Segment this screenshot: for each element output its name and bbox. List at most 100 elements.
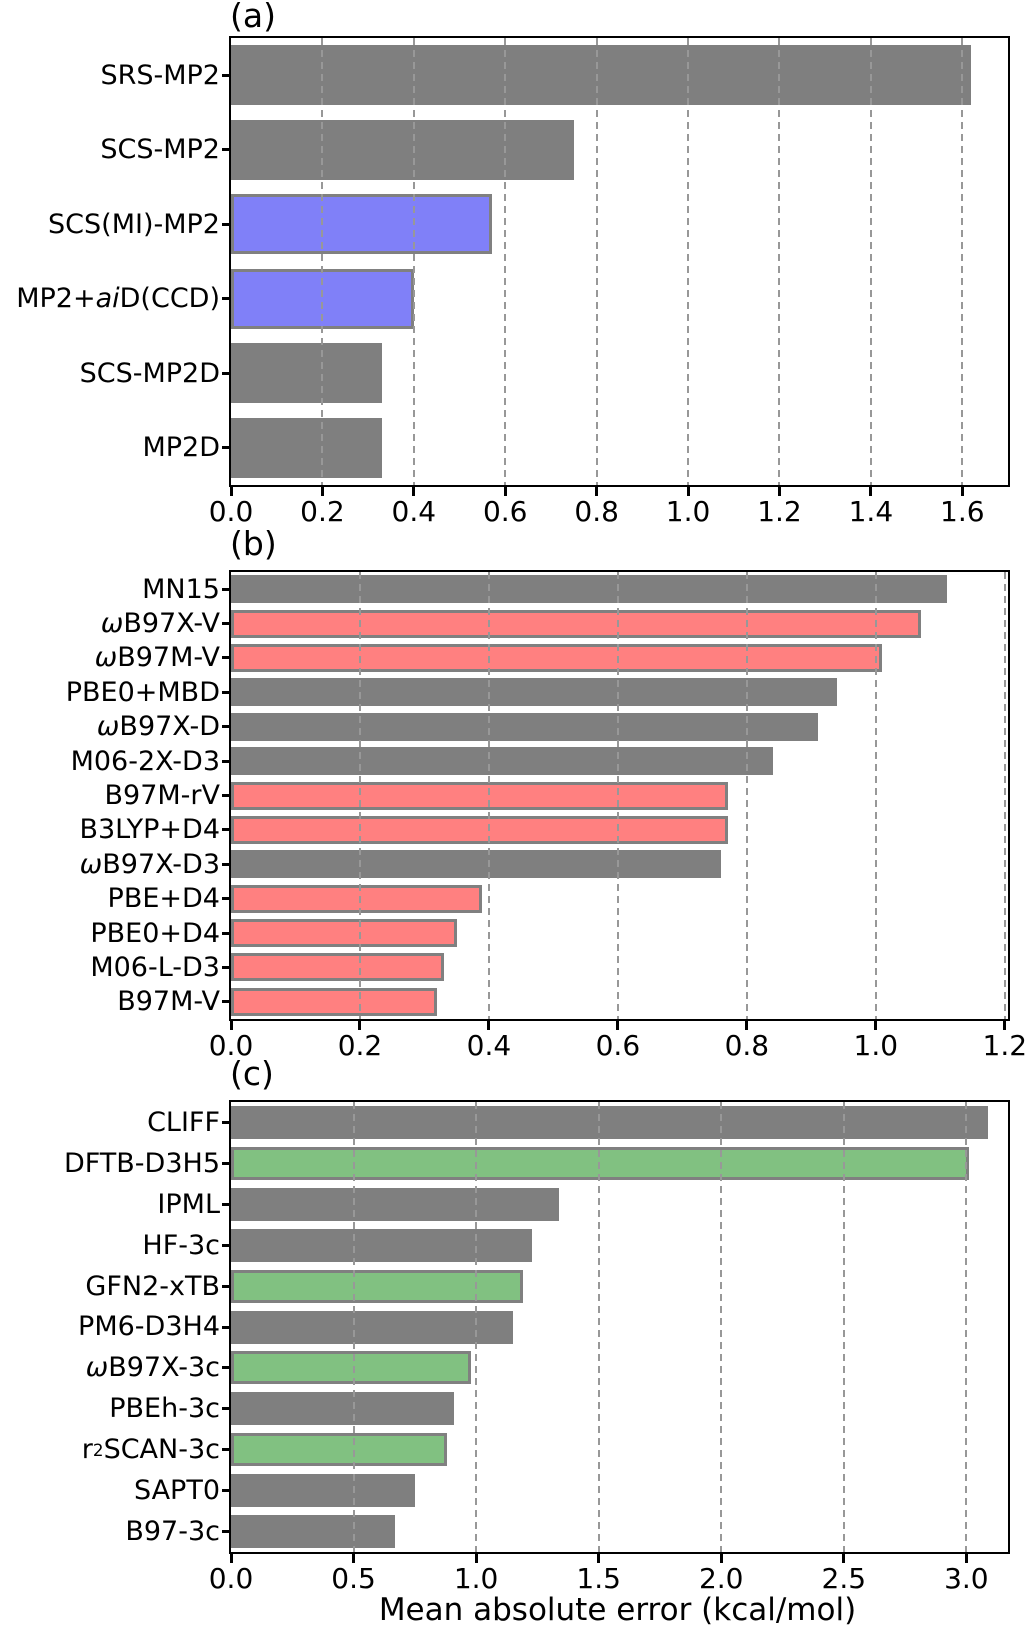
y-tick — [222, 1530, 231, 1533]
x-tick — [960, 485, 964, 496]
y-tick — [222, 1448, 231, 1451]
x-tick-label: 3.0 — [944, 1562, 989, 1595]
y-tick — [222, 1203, 231, 1206]
bar — [231, 988, 438, 1016]
x-axis-title: Mean absolute error (kcal/mol) — [378, 1592, 857, 1628]
bar — [231, 678, 838, 706]
x-tick-label: 0.0 — [208, 495, 254, 528]
x-tick — [616, 1019, 620, 1030]
y-tick — [222, 656, 231, 659]
panel-b-plot: MN15 ω B97X-V ω B97M-V PBE0+MBD ω B97X-D M06-2X-… — [66, 570, 1025, 1061]
bar — [231, 885, 483, 913]
x-tick — [503, 485, 507, 496]
y-axis-label: ω B97X-D — [96, 711, 220, 743]
x-tick-label: 0.8 — [724, 1029, 770, 1062]
y-tick — [222, 932, 231, 935]
y-tick — [222, 1121, 231, 1124]
y-tick — [222, 794, 231, 797]
bar — [231, 953, 444, 981]
bar — [231, 713, 818, 741]
y-axis-label: IPML — [157, 1188, 220, 1220]
x-tick — [719, 1552, 723, 1563]
y-axis-label: PBE0+D4 — [90, 917, 220, 949]
x-tick — [229, 1552, 233, 1563]
bar — [231, 343, 382, 403]
y-tick — [222, 725, 231, 728]
y-axis-label: HF-3c — [142, 1229, 220, 1261]
y-tick — [222, 828, 231, 831]
x-tick — [229, 485, 233, 496]
x-tick-label: 0.4 — [466, 1029, 512, 1062]
y-axis-label: PBEh-3c — [109, 1393, 220, 1425]
x-tick-label: 0.5 — [331, 1562, 376, 1595]
bar — [231, 194, 492, 254]
y-axis-label: B97M-rV — [104, 779, 221, 811]
y-tick — [222, 1285, 231, 1288]
bar — [231, 575, 947, 603]
y-axis-label: r 2 SCAN-3c — [81, 1434, 220, 1466]
x-tick-label: 0.8 — [574, 495, 619, 528]
y-axis-label: MP2+ ai D(CCD) — [16, 283, 220, 315]
y-tick — [222, 148, 231, 151]
bar — [231, 816, 728, 844]
x-tick-label: 1.0 — [853, 1029, 899, 1062]
bar — [231, 1311, 513, 1344]
gridline — [745, 572, 748, 1019]
gridline — [1003, 572, 1006, 1019]
bar — [231, 45, 972, 105]
x-tick-label: 2.5 — [821, 1562, 867, 1595]
x-tick-label: 1.0 — [453, 1562, 499, 1595]
x-tick-label: 0.4 — [391, 495, 437, 528]
x-tick — [1003, 1019, 1007, 1030]
y-tick — [222, 1244, 231, 1247]
x-tick-label: 1.6 — [940, 495, 985, 528]
y-axis-label: B97M-V — [117, 986, 220, 1018]
x-tick — [964, 1552, 968, 1563]
bar — [231, 1188, 560, 1221]
bar — [231, 1433, 447, 1466]
y-tick — [222, 863, 231, 866]
gridline — [961, 38, 964, 485]
x-tick-label: 0.2 — [300, 495, 345, 528]
y-axis-label: MN15 — [142, 573, 220, 605]
y-tick — [222, 1326, 231, 1329]
x-tick — [597, 1552, 601, 1563]
gridline — [874, 572, 877, 1019]
x-tick-label: 1.2 — [757, 495, 802, 528]
y-tick — [222, 1489, 231, 1492]
x-tick — [320, 485, 324, 496]
x-tick — [487, 1019, 491, 1030]
x-tick — [229, 1019, 233, 1030]
x-tick — [352, 1552, 356, 1563]
gridline — [687, 38, 690, 485]
bar — [231, 1474, 415, 1507]
y-tick — [222, 1366, 231, 1369]
y-axis-label: ω B97X-D3 — [79, 848, 220, 880]
y-tick — [222, 588, 231, 591]
panel-a-plot: SRS-MP2 SCS-MP2 SCS(MI)-MP2 MP2+ ai D(CCD) SCS… — [16, 36, 1010, 527]
bar — [231, 747, 773, 775]
bar — [231, 1270, 523, 1303]
bar — [231, 1147, 969, 1180]
panel-c-title: (c) — [230, 1054, 274, 1093]
bar — [231, 1351, 472, 1384]
x-tick — [412, 485, 416, 496]
bar — [231, 120, 574, 180]
x-tick — [686, 485, 690, 496]
y-axis-label: SCS-MP2 — [100, 134, 220, 166]
y-axis-label: GFN2-xTB — [85, 1270, 220, 1302]
y-tick — [222, 760, 231, 763]
y-axis-label: ω B97X-V — [100, 608, 220, 640]
x-tick-label: 2.0 — [698, 1562, 744, 1595]
x-tick-label: 1.2 — [982, 1029, 1025, 1062]
bar — [231, 919, 457, 947]
y-axis-label: PBE0+MBD — [65, 676, 220, 708]
y-tick — [222, 622, 231, 625]
x-tick-label: 1.0 — [665, 495, 711, 528]
y-axis-label: ω B97M-V — [94, 642, 220, 674]
x-tick-label: 0.6 — [595, 1029, 641, 1062]
y-axis-label: B97-3c — [125, 1516, 220, 1548]
y-tick — [222, 1162, 231, 1165]
y-axis-label: PBE+D4 — [107, 883, 220, 915]
x-tick — [874, 1019, 878, 1030]
